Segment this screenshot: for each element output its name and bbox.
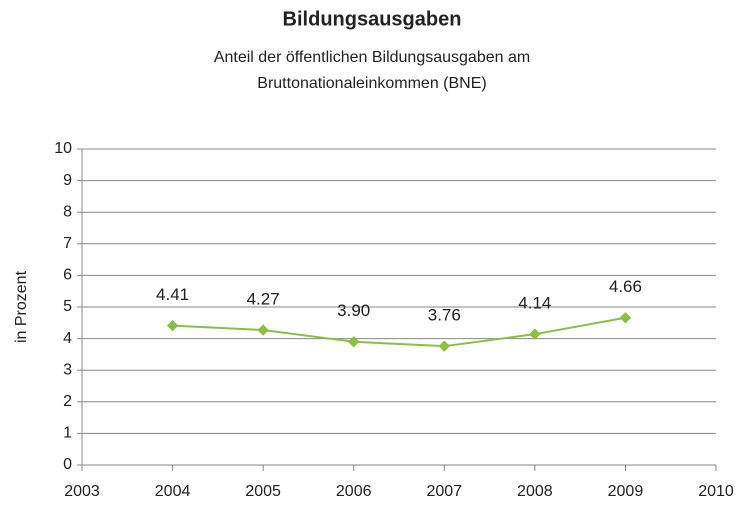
y-tick-label: 0 — [63, 456, 72, 473]
chart-subtitle: Anteil der öffentlichen Bildungsausgaben… — [214, 49, 530, 66]
y-tick-label: 8 — [63, 203, 72, 220]
data-label: 3.90 — [337, 301, 370, 320]
y-axis-label: in Prozent — [13, 270, 30, 343]
x-tick-label: 2004 — [155, 483, 191, 500]
data-point — [348, 336, 360, 348]
chart-title: Bildungsausgaben — [283, 8, 462, 30]
y-tick-label: 2 — [63, 393, 72, 410]
y-tick-label: 4 — [63, 330, 72, 347]
y-tick-label: 3 — [63, 361, 72, 378]
y-tick-label: 7 — [63, 235, 72, 252]
x-tick-label: 2003 — [64, 483, 100, 500]
data-label: 4.41 — [156, 285, 189, 304]
x-tick-label: 2007 — [426, 483, 462, 500]
x-tick-label: 2006 — [336, 483, 372, 500]
data-point — [529, 328, 541, 340]
y-tick-label: 5 — [63, 298, 72, 315]
y-tick-label: 6 — [63, 267, 72, 284]
y-tick-label: 1 — [63, 425, 72, 442]
data-label: 4.66 — [609, 277, 642, 296]
y-tick-label: 9 — [63, 172, 72, 189]
data-point — [619, 312, 632, 324]
y-tick-label: 10 — [54, 140, 72, 157]
x-tick-label: 2009 — [608, 483, 644, 500]
data-point — [257, 324, 269, 336]
series-line — [172, 316, 626, 348]
x-tick-label: 2008 — [517, 483, 553, 500]
chart-subtitle: Bruttonationaleinkommen (BNE) — [257, 75, 486, 92]
data-point — [166, 319, 179, 332]
x-tick-label: 2005 — [245, 483, 281, 500]
data-label: 4.27 — [247, 290, 280, 309]
x-tick-label: 2010 — [698, 483, 734, 500]
data-label: 3.76 — [428, 306, 461, 325]
data-point — [438, 340, 450, 352]
data-label: 4.14 — [518, 294, 551, 313]
